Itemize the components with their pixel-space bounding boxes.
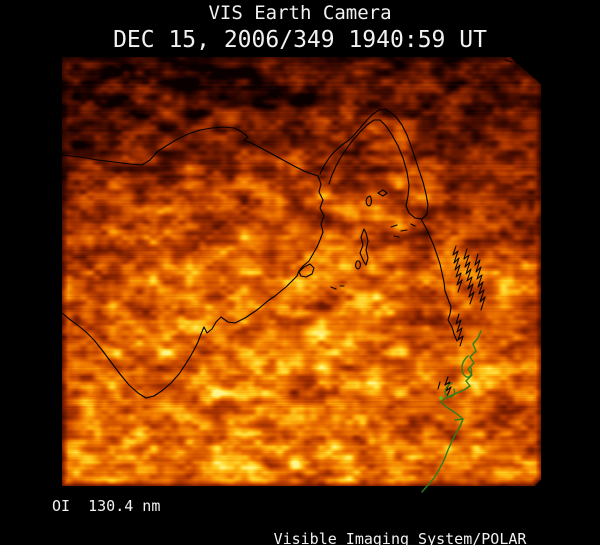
credit-block: Visible Imaging System/POLAR The Univers… (250, 496, 550, 545)
earth-uv-image (62, 57, 541, 486)
credit-line-1: Visible Imaging System/POLAR (273, 530, 527, 545)
filter-label: OI 130.4 nm (52, 497, 161, 515)
page-title: VIS Earth Camera (208, 2, 392, 24)
timestamp: DEC 15, 2006/349 1940:59 UT (113, 27, 487, 53)
